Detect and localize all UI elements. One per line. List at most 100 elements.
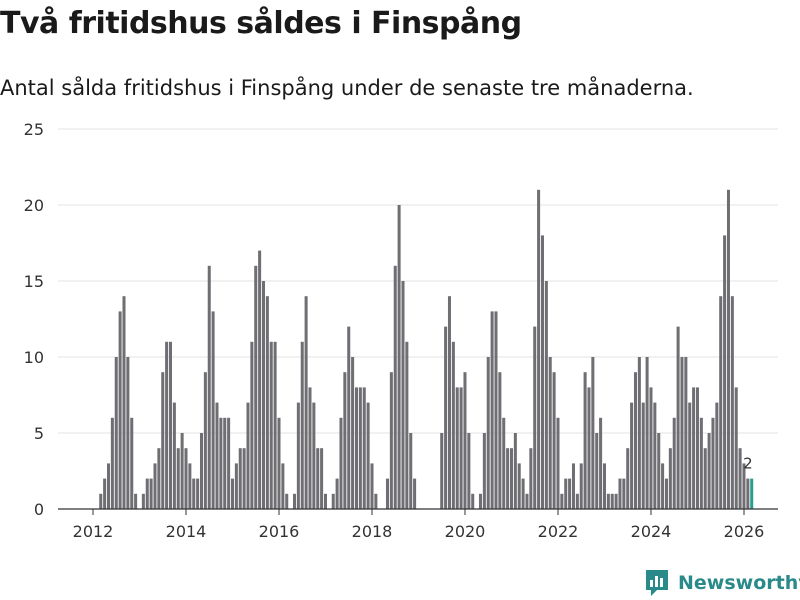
bar bbox=[699, 417, 703, 509]
bar bbox=[331, 493, 335, 509]
bar bbox=[552, 372, 556, 509]
bar bbox=[707, 433, 711, 509]
bar bbox=[513, 433, 517, 509]
bar bbox=[467, 433, 471, 509]
bar bbox=[525, 493, 529, 509]
bar bbox=[374, 493, 378, 509]
bar bbox=[413, 478, 417, 509]
bar bbox=[122, 296, 126, 509]
bar bbox=[199, 433, 203, 509]
chart-title: Två fritidshus såldes i Finspång bbox=[0, 6, 522, 41]
latest-value-label: 2 bbox=[743, 455, 753, 473]
bar bbox=[459, 387, 463, 509]
bar bbox=[130, 417, 134, 509]
bar bbox=[242, 448, 246, 509]
bar bbox=[300, 341, 304, 509]
bar bbox=[618, 478, 622, 509]
bar bbox=[114, 357, 118, 509]
bar bbox=[560, 493, 564, 509]
x-tick-label: 2018 bbox=[352, 522, 393, 541]
bar bbox=[126, 357, 130, 509]
bar bbox=[664, 478, 668, 509]
bar bbox=[153, 463, 157, 509]
bar bbox=[219, 417, 223, 509]
bar bbox=[405, 341, 409, 509]
bar bbox=[498, 372, 502, 509]
bar bbox=[351, 357, 355, 509]
x-tick-label: 2014 bbox=[166, 522, 207, 541]
bar bbox=[145, 478, 149, 509]
bar bbox=[370, 463, 374, 509]
bar bbox=[358, 387, 362, 509]
bar bbox=[614, 493, 618, 509]
bar bbox=[649, 387, 653, 509]
bar bbox=[176, 448, 180, 509]
bar bbox=[389, 372, 393, 509]
bar bbox=[730, 296, 734, 509]
bar bbox=[99, 493, 103, 509]
bar bbox=[161, 372, 165, 509]
x-tick-label: 2024 bbox=[631, 522, 672, 541]
bar bbox=[668, 448, 672, 509]
bar bbox=[602, 463, 606, 509]
bar bbox=[277, 417, 281, 509]
bar bbox=[281, 463, 285, 509]
bar bbox=[734, 387, 738, 509]
bar bbox=[141, 493, 145, 509]
bar bbox=[106, 463, 111, 509]
bar bbox=[250, 341, 254, 509]
bar bbox=[537, 189, 541, 510]
bar bbox=[335, 478, 339, 509]
bar bbox=[610, 493, 614, 509]
bar bbox=[366, 402, 370, 509]
bar bbox=[362, 387, 366, 509]
bar bbox=[595, 433, 599, 509]
bar bbox=[308, 387, 312, 509]
grid-lines: 0 5 10 15 20 25 bbox=[24, 120, 778, 519]
bars bbox=[99, 189, 754, 510]
bar-latest bbox=[750, 478, 754, 509]
bar bbox=[482, 433, 486, 509]
bar bbox=[746, 478, 750, 509]
bar bbox=[657, 433, 661, 509]
bar bbox=[168, 341, 172, 509]
bar bbox=[393, 265, 397, 509]
bar bbox=[203, 372, 207, 509]
bar bbox=[192, 478, 196, 509]
bar bbox=[261, 281, 265, 509]
bar bbox=[490, 311, 494, 509]
bar bbox=[347, 326, 351, 509]
brand-name: Newsworthy bbox=[678, 572, 800, 594]
bar bbox=[502, 417, 506, 509]
bar bbox=[571, 463, 575, 509]
bar bbox=[680, 357, 684, 509]
bar bbox=[165, 341, 169, 509]
bar bbox=[742, 463, 746, 509]
bar bbox=[626, 448, 630, 509]
bar bbox=[292, 493, 296, 509]
bar bbox=[509, 448, 513, 509]
bar bbox=[184, 448, 188, 509]
bar bbox=[463, 372, 467, 509]
bar bbox=[606, 493, 610, 509]
bar bbox=[676, 326, 680, 509]
axes: 2012 2014 2016 2018 2020 2022 2024 2026 2 bbox=[58, 455, 778, 541]
bar bbox=[440, 433, 444, 509]
bar bbox=[544, 281, 548, 509]
bar bbox=[230, 478, 234, 509]
bar bbox=[273, 341, 277, 509]
bar bbox=[285, 493, 289, 509]
bar bbox=[517, 463, 521, 509]
bar bbox=[323, 493, 327, 509]
x-tick-label: 2022 bbox=[538, 522, 579, 541]
bar bbox=[238, 448, 242, 509]
bar bbox=[339, 417, 343, 509]
bar bbox=[223, 417, 227, 509]
bar bbox=[451, 341, 455, 509]
bar bbox=[591, 357, 595, 509]
bar bbox=[385, 478, 389, 509]
y-tick-label: 10 bbox=[24, 348, 44, 367]
newsworthy-brand: Newsworthy bbox=[644, 568, 800, 598]
y-tick-label: 20 bbox=[24, 196, 44, 215]
